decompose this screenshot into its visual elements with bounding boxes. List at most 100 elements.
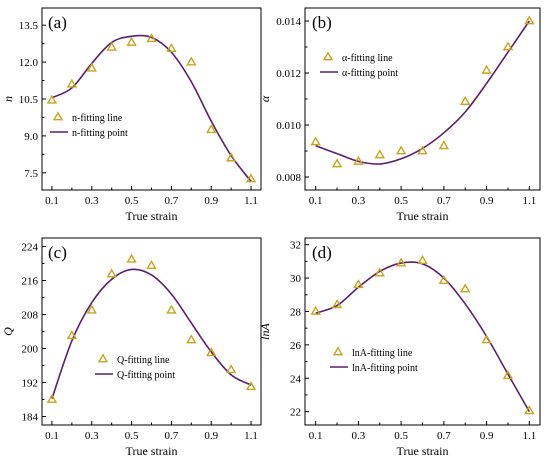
legend-line-label: α-fitting point <box>342 68 398 79</box>
data-point <box>206 347 217 357</box>
data-point <box>245 381 257 391</box>
data-point <box>438 274 450 285</box>
data-point <box>353 279 364 289</box>
data-point <box>502 370 514 380</box>
x-tick-label: 0.1 <box>309 430 323 442</box>
data-point <box>502 41 514 51</box>
data-point <box>186 56 197 66</box>
y-tick-label: 7.5 <box>24 168 38 180</box>
data-point <box>206 124 217 134</box>
data-point <box>310 305 321 315</box>
y-tick-label: 192 <box>22 378 39 390</box>
data-point <box>481 334 492 344</box>
y-axis-label: α <box>258 95 272 102</box>
x-tick-label: 0.7 <box>165 430 179 442</box>
data-point <box>245 173 257 183</box>
x-axis-label: True strain <box>126 209 178 223</box>
y-tick-label: 0.014 <box>276 16 301 28</box>
y-tick-label: 24 <box>290 373 302 385</box>
panel-d: 0.1 0.3 0.5 0.7 0.9 1.1 22 24 26 28 30 32 True strai… <box>258 237 541 458</box>
x-tick-label: 0.9 <box>204 430 218 442</box>
panel-b: 0.1 0.3 0.5 0.7 0.9 1.1 0.008 0.010 0.012 0.014 Tr… <box>258 7 541 223</box>
data-point <box>353 155 364 165</box>
legend-marker-symbol <box>97 353 109 363</box>
y-tick-label: 216 <box>22 276 39 288</box>
fitting-curve <box>51 34 252 182</box>
data-point <box>106 41 117 51</box>
fitting-curve <box>51 268 252 399</box>
fitting-curve <box>315 261 531 413</box>
x-tick-label: 0.3 <box>352 430 366 442</box>
x-tick-label: 0.5 <box>394 430 408 442</box>
y-tick-label: 184 <box>22 412 39 424</box>
legend-marker-symbol <box>322 51 334 61</box>
y-tick-label: 0.012 <box>276 68 301 80</box>
y-tick-label: 200 <box>22 344 39 356</box>
x-tick-label: 0.9 <box>480 430 494 442</box>
data-point <box>395 257 407 267</box>
data-point <box>331 299 343 309</box>
panel-label: (b) <box>312 13 332 32</box>
data-point <box>310 136 321 146</box>
legend-marker-label: lnA-fitting line <box>352 348 413 359</box>
panel-c: 0.1 0.3 0.5 0.7 0.9 1.1 184 192 200 208 216 224 True… <box>1 237 262 458</box>
data-point <box>438 140 450 150</box>
plot-frame <box>304 237 541 426</box>
x-tick-label: 0.7 <box>437 195 451 207</box>
panel-label: (a) <box>48 13 67 32</box>
legend-line-label: lnA-fitting point <box>352 363 418 374</box>
data-point <box>86 62 97 72</box>
y-tick-label: 30 <box>290 273 302 285</box>
x-tick-label: 0.1 <box>45 195 59 207</box>
data-point <box>166 304 177 314</box>
y-axis-label: n <box>1 96 15 102</box>
x-tick-label: 0.3 <box>85 430 99 442</box>
data-point <box>374 267 385 277</box>
y-tick-label: 10.5 <box>19 94 39 106</box>
y-tick-label: 9.0 <box>24 131 38 143</box>
data-point <box>86 304 97 314</box>
x-tick-label: 0.1 <box>45 430 59 442</box>
y-tick-label: 22 <box>290 407 301 419</box>
legend-marker-symbol <box>332 346 344 356</box>
x-tick-label: 0.1 <box>309 195 323 207</box>
x-axis-label: True strain <box>397 444 449 458</box>
legend-line-label: Q-fitting point <box>117 370 175 381</box>
y-tick-label: 13.5 <box>19 20 39 32</box>
y-tick-label: 32 <box>290 240 301 252</box>
data-point <box>395 145 407 155</box>
data-point <box>126 36 137 46</box>
x-tick-label: 0.5 <box>125 195 139 207</box>
x-tick-label: 0.7 <box>437 430 451 442</box>
legend-line-label: n-fitting point <box>72 128 128 139</box>
y-axis-label: Q <box>1 327 15 336</box>
x-tick-label: 1.1 <box>244 430 258 442</box>
panel-a: 0.1 0.3 0.5 0.7 0.9 1.1 7.5 9.0 10.5 12.0 13.5 True… <box>1 7 262 223</box>
x-tick-label: 0.7 <box>165 195 179 207</box>
x-tick-label: 0.9 <box>480 195 494 207</box>
x-tick-label: 1.1 <box>522 195 536 207</box>
panel-label: (c) <box>48 243 67 262</box>
legend-marker-label: Q-fitting line <box>117 355 170 366</box>
data-point <box>46 94 58 104</box>
data-point <box>225 364 237 374</box>
fitting-curve <box>315 20 530 165</box>
x-axis-label: True strain <box>397 209 449 223</box>
plot-frame <box>304 7 541 191</box>
data-point <box>417 145 428 155</box>
y-tick-label: 26 <box>290 340 302 352</box>
x-tick-label: 0.5 <box>394 195 408 207</box>
x-tick-label: 0.9 <box>204 195 218 207</box>
plot-frame <box>41 237 262 426</box>
y-tick-label: 28 <box>290 306 302 318</box>
y-axis-label: lnA <box>258 323 272 340</box>
panel-label: (d) <box>312 243 332 262</box>
data-point <box>524 405 535 415</box>
legend-marker-label: n-fitting line <box>72 113 123 124</box>
x-tick-label: 0.3 <box>85 195 99 207</box>
data-point <box>146 33 157 43</box>
data-point <box>186 334 197 344</box>
data-point <box>481 64 492 74</box>
x-tick-label: 1.1 <box>244 195 258 207</box>
